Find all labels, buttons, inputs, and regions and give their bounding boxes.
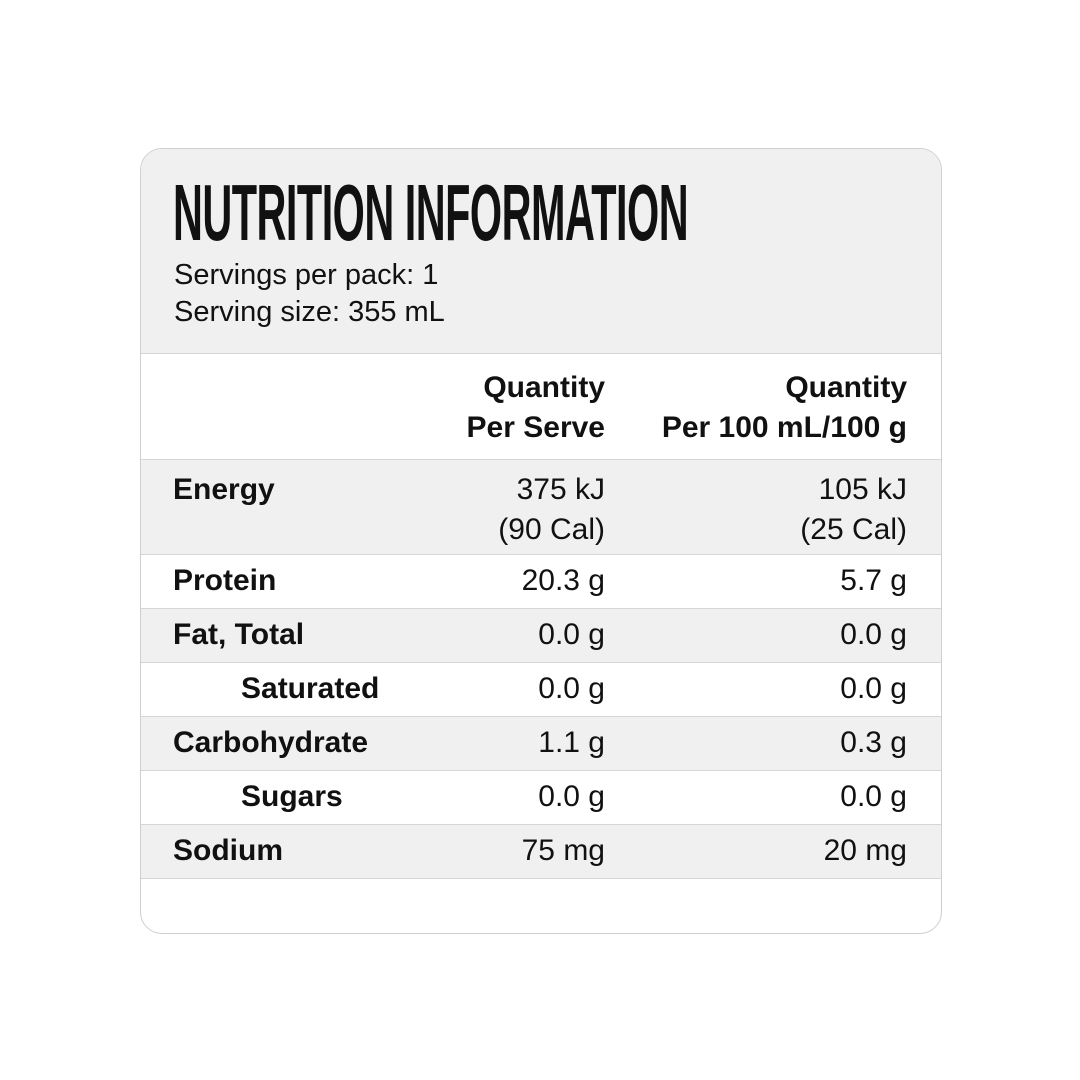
nutrient-value: 0.0 g [538, 615, 605, 655]
value-line: 0.0 g [538, 672, 605, 705]
value-line: (90 Cal) [498, 513, 605, 546]
nutrient-row: Sodium 75 mg 20 mg [141, 825, 941, 879]
column-header-line: Per Serve [466, 411, 605, 444]
nutrient-row: Fat, Total 0.0 g 0.0 g [141, 609, 941, 663]
value-line: (25 Cal) [800, 513, 907, 546]
column-header: Quantity Per Serve [467, 368, 605, 448]
value-line: 0.0 g [538, 618, 605, 651]
nutrient-label: Carbohydrate [173, 726, 369, 759]
nutrient-value: 0.0 g [538, 777, 605, 817]
value-line: 0.0 g [840, 672, 907, 705]
nutrient-row: Energy 375 kJ (90 Cal) 105 kJ (25 Cal) [141, 460, 941, 555]
nutrient-label: Protein [173, 564, 277, 597]
nutrient-value: 0.0 g [538, 669, 605, 709]
title: NUTRITION INFORMATION [173, 168, 689, 257]
nutrient-row: Carbohydrate 1.1 g 0.3 g [141, 717, 941, 771]
value-line: 0.3 g [840, 726, 907, 759]
nutrient-label: Saturated [241, 672, 380, 705]
nutrient-value: 0.0 g [840, 615, 907, 655]
value-line: 375 kJ [516, 473, 605, 506]
value-line: 105 kJ [818, 473, 907, 506]
column-header: Quantity Per 100 mL/100 g [662, 368, 907, 448]
nutrient-value: 1.1 g [538, 723, 605, 763]
serving-size: Serving size: 355 mL [174, 296, 445, 328]
value-line: 75 mg [521, 834, 605, 867]
nutrient-value: 75 mg [522, 831, 605, 871]
nutrient-row: Protein 20.3 g 5.7 g [141, 555, 941, 609]
nutrient-label: Fat, Total [173, 618, 305, 651]
nutrient-value: 105 kJ (25 Cal) [800, 470, 907, 550]
nutrition-panel: NUTRITION INFORMATION Servings per pack:… [140, 148, 942, 934]
table: Quantity Per Serve Quantity Per 100 mL/100 … [141, 354, 941, 879]
nutrient-value: 5.7 g [840, 561, 907, 601]
column-header-line: Per 100 mL/100 g [661, 411, 907, 444]
column-header-row: Quantity Per Serve Quantity Per 100 mL/100 … [141, 354, 941, 460]
value-line: 0.0 g [840, 780, 907, 813]
nutrient-label: Sugars [241, 780, 343, 813]
servings-per-pack: Servings per pack: 1 [174, 259, 439, 291]
nutrient-row: Saturated 0.0 g 0.0 g [141, 663, 941, 717]
nutrient-value: 20.3 g [522, 561, 605, 601]
nutrient-value: 0.0 g [840, 777, 907, 817]
value-line: 0.0 g [840, 618, 907, 651]
nutrient-value: 375 kJ (90 Cal) [498, 470, 605, 550]
column-header-line: Quantity [483, 371, 605, 404]
column-header-line: Quantity [785, 371, 907, 404]
nutrient-value: 0.0 g [840, 669, 907, 709]
panel-header: NUTRITION INFORMATION Servings per pack:… [141, 149, 941, 354]
nutrient-label: Energy [173, 473, 275, 506]
nutrient-value: 0.3 g [840, 723, 907, 763]
nutrient-row: Sugars 0.0 g 0.0 g [141, 771, 941, 825]
value-line: 20 mg [823, 834, 907, 867]
value-line: 20.3 g [521, 564, 605, 597]
nutrient-value: 20 mg [824, 831, 907, 871]
value-line: 5.7 g [840, 564, 907, 597]
nutrient-label: Sodium [173, 834, 283, 867]
value-line: 1.1 g [538, 726, 605, 759]
value-line: 0.0 g [538, 780, 605, 813]
